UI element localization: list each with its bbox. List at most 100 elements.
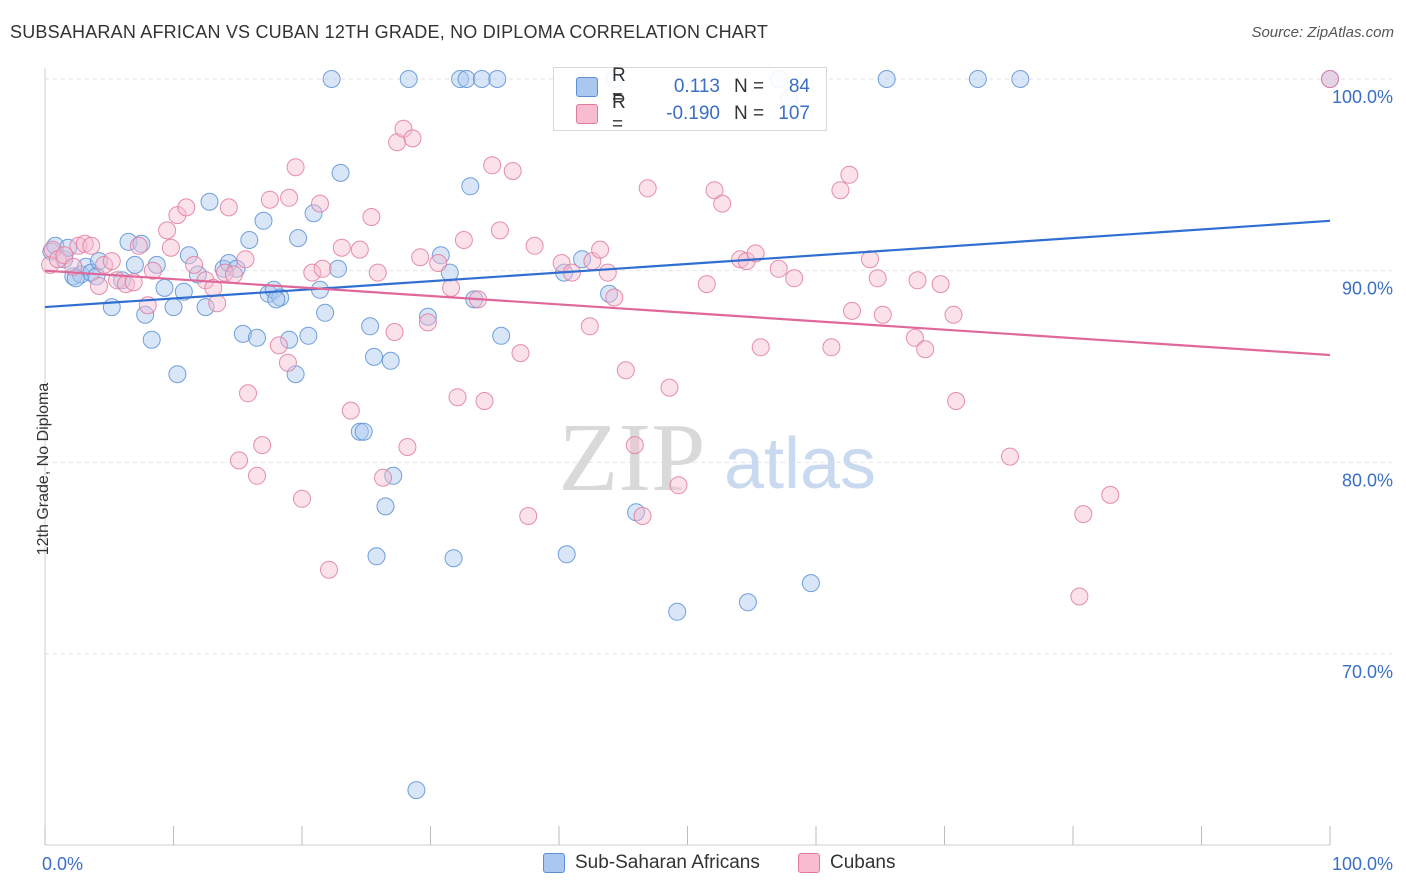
data-point	[385, 323, 404, 341]
data-point	[399, 70, 418, 88]
data-point	[638, 179, 657, 198]
bottom-legend-swatch-sub-saharan	[543, 853, 565, 873]
data-point	[322, 70, 341, 88]
y-tick-label: 90.0%	[1342, 279, 1393, 299]
data-point	[278, 353, 297, 372]
legend-n-value: 107	[778, 103, 810, 124]
data-point	[239, 384, 257, 403]
data-point	[280, 188, 299, 207]
data-point	[669, 476, 688, 495]
data-point	[429, 254, 448, 272]
data-point	[303, 263, 322, 282]
y-tick-label: 80.0%	[1342, 470, 1393, 490]
data-point	[196, 298, 215, 317]
data-point	[873, 305, 892, 324]
data-point	[822, 338, 841, 357]
bottom-legend: Sub-Saharan Africans Cubans	[0, 852, 1406, 878]
data-point	[143, 261, 162, 280]
data-point	[224, 265, 243, 284]
data-point	[248, 328, 266, 347]
watermark-zip: ZIP	[559, 404, 706, 512]
data-point	[367, 547, 386, 566]
data-point	[64, 257, 83, 276]
legend-swatch-sub-saharan	[576, 77, 598, 97]
data-point	[843, 301, 861, 320]
data-point	[840, 165, 859, 184]
data-point	[142, 330, 161, 349]
data-point	[332, 238, 351, 257]
data-point	[633, 507, 652, 525]
bottom-legend-label: Cubans	[830, 852, 896, 873]
series-cubans	[41, 70, 1339, 606]
bottom-legend-cubans[interactable]: Cubans	[798, 852, 896, 874]
data-point	[313, 259, 332, 278]
data-point	[177, 198, 196, 217]
data-point	[260, 190, 279, 209]
trend-line	[44, 219, 1331, 309]
data-point	[472, 70, 491, 88]
data-point	[454, 231, 473, 249]
data-point	[444, 549, 463, 568]
data-point	[208, 294, 227, 313]
legend-r-label: R =	[612, 92, 626, 135]
data-point	[304, 204, 323, 223]
data-point	[831, 181, 850, 200]
trend-line	[44, 269, 1331, 357]
data-point	[598, 263, 617, 282]
data-point	[374, 468, 392, 487]
data-point	[316, 303, 335, 322]
legend-r-value: -0.190	[666, 103, 720, 124]
data-point	[746, 244, 765, 263]
data-point	[362, 208, 381, 226]
watermark: ZIP atlas	[559, 404, 877, 512]
data-point	[1070, 587, 1089, 606]
data-point	[168, 365, 187, 384]
data-point	[968, 70, 987, 88]
data-point	[69, 236, 88, 255]
data-point	[376, 497, 395, 516]
data-point	[605, 288, 624, 307]
data-point	[164, 298, 183, 317]
data-point	[697, 275, 716, 294]
data-point	[361, 317, 380, 336]
data-point	[418, 313, 437, 332]
legend-r-label: R =	[612, 65, 626, 108]
data-point	[442, 278, 461, 297]
data-point	[289, 229, 308, 248]
data-point	[705, 181, 724, 200]
legend-row-sub-saharan: R = 0.113 N = 84	[576, 65, 810, 108]
data-point	[403, 129, 422, 148]
data-point	[877, 70, 896, 88]
data-point	[299, 326, 318, 345]
data-point	[341, 401, 360, 420]
data-point	[801, 574, 820, 593]
data-point	[557, 545, 576, 564]
y-axis-label-wrap: 12th Grade, No Diploma	[12, 320, 52, 620]
data-point	[179, 246, 198, 265]
data-point	[751, 338, 770, 357]
legend-r-value: 0.113	[673, 76, 720, 97]
data-point	[488, 70, 507, 88]
data-point	[448, 388, 467, 407]
data-point	[440, 263, 459, 282]
legend-n-value: 84	[788, 76, 810, 97]
data-point	[320, 560, 338, 579]
data-point	[82, 236, 101, 255]
data-point	[668, 602, 687, 621]
data-point	[125, 255, 144, 274]
legend-n-label: N =	[734, 103, 765, 124]
chart-title: SUBSAHARAN AFRICAN VS CUBAN 12TH GRADE, …	[10, 22, 769, 42]
data-point	[769, 259, 788, 278]
y-tick-label: 100.0%	[1332, 87, 1393, 107]
data-point	[490, 221, 509, 240]
legend-box: R = 0.113 N = 84 R = -0.190 N = 107	[553, 65, 827, 135]
data-point	[394, 119, 413, 138]
data-point	[660, 378, 679, 397]
data-point	[908, 271, 927, 290]
data-point	[947, 392, 966, 410]
data-point	[185, 255, 204, 274]
bottom-legend-sub-saharan[interactable]: Sub-Saharan Africans	[543, 852, 760, 874]
data-point	[519, 507, 538, 525]
data-point	[738, 593, 757, 612]
data-point	[368, 263, 387, 282]
